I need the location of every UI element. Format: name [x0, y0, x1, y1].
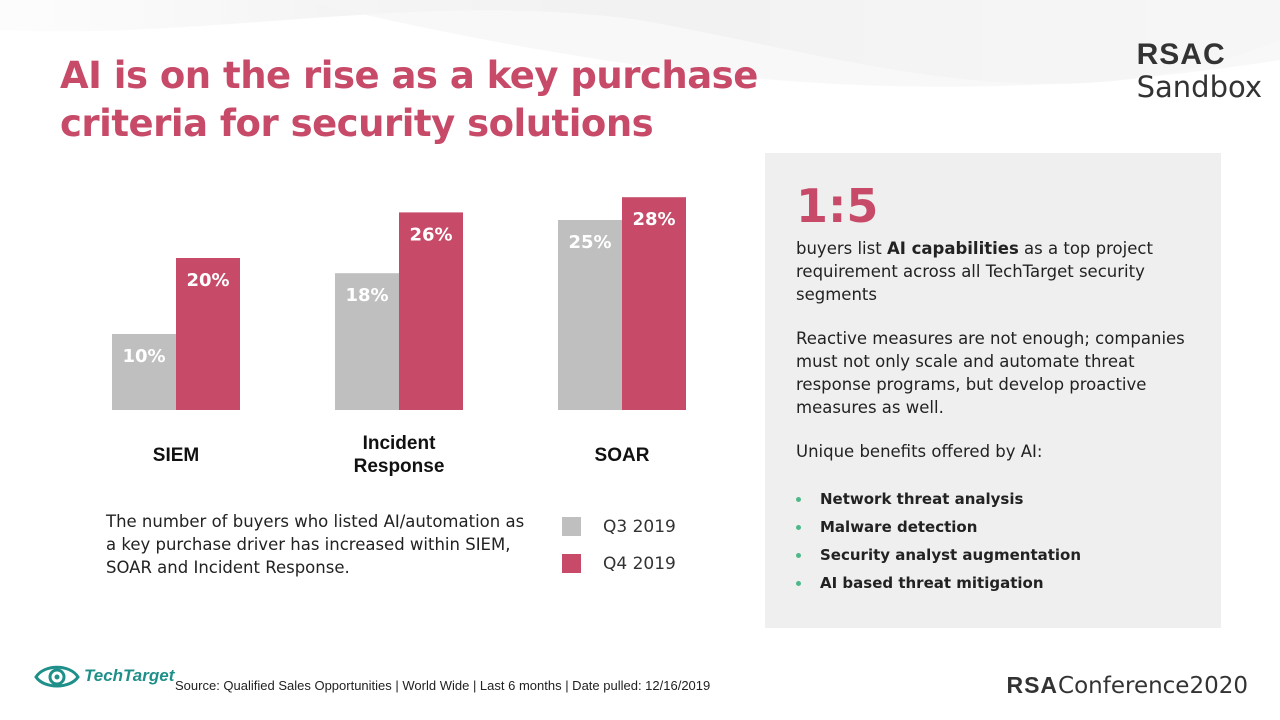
panel-p1-pre: buyers list — [796, 239, 887, 258]
data-label-siem-q4-2019: 20% — [186, 270, 229, 291]
rsac-sandbox-logo: RSAC Sandbox — [1136, 38, 1262, 105]
bullet-icon — [796, 497, 801, 502]
chart-note: The number of buyers who listed AI/autom… — [106, 512, 525, 577]
ratio-stat: 1:5 — [796, 179, 879, 233]
category-label-incident-response: Incident — [363, 433, 437, 454]
sandbox-logo-text: Sandbox — [1136, 70, 1262, 104]
panel-p1-post: as a top project requirement across all … — [796, 239, 1153, 304]
bullet-icon — [796, 553, 801, 558]
legend-label-q3-2019: Q3 2019 — [603, 516, 676, 537]
benefit-item: Malware detection — [796, 513, 1191, 541]
panel-paragraph-2: Reactive measures are not enough; compan… — [796, 329, 1185, 417]
legend-item-q4-2019: Q4 2019 — [562, 545, 676, 582]
category-label-soar: SOAR — [595, 445, 650, 466]
bar-incident-response-q3-2019 — [335, 273, 399, 410]
data-label-soar-q4-2019: 28% — [632, 209, 675, 230]
data-label-incident-response-q3-2019: 18% — [345, 285, 388, 306]
rsa-conference-logo: RSAConference2020 — [1006, 672, 1248, 699]
bar-siem-q4-2019 — [176, 258, 240, 410]
chart-legend: Q3 2019 Q4 2019 — [562, 508, 676, 582]
legend-label-q4-2019: Q4 2019 — [603, 553, 676, 574]
benefit-item: Security analyst augmentation — [796, 541, 1191, 569]
techtarget-logo-text: TechTarget — [84, 666, 175, 685]
bullet-icon — [796, 525, 801, 530]
category-label-siem: SIEM — [153, 445, 199, 466]
benefit-label: Malware detection — [820, 518, 978, 536]
source-note: Source: Qualified Sales Opportunities | … — [175, 678, 711, 693]
category-label-incident-response: Response — [354, 456, 445, 477]
legend-swatch-q3-2019 — [562, 517, 581, 536]
conf-rest-text: Conference2020 — [1058, 673, 1248, 699]
bar-soar-q4-2019 — [622, 197, 686, 410]
panel-p1-bold: AI capabilities — [886, 239, 1019, 258]
bar-siem-q3-2019 — [112, 334, 176, 410]
benefit-label: Security analyst augmentation — [820, 546, 1082, 564]
insight-panel: 1:5 buyers list AI capabilities as a top… — [765, 153, 1221, 628]
benefit-label: Network threat analysis — [820, 490, 1024, 508]
panel-paragraph-3: Unique benefits offered by AI: — [796, 442, 1043, 461]
data-label-soar-q3-2019: 25% — [568, 232, 611, 253]
page-title-line-2: criteria for security solutions — [60, 102, 654, 145]
bullet-icon — [796, 581, 801, 586]
benefit-item: AI based threat mitigation — [796, 569, 1191, 597]
rsac-logo-text: RSAC — [1136, 38, 1226, 71]
data-label-incident-response-q4-2019: 26% — [409, 224, 452, 245]
page-title: AI is on the rise as a key purchase crit… — [60, 52, 760, 148]
techtarget-logo: TechTarget — [34, 660, 174, 692]
data-label-siem-q3-2019: 10% — [122, 346, 165, 367]
bar-soar-q3-2019 — [558, 220, 622, 410]
page-title-line-1: AI is on the rise as a key purchase — [60, 54, 758, 97]
panel-paragraph-1: buyers list AI capabilities as a top pro… — [796, 237, 1191, 306]
bar-incident-response-q4-2019 — [399, 212, 463, 410]
techtarget-eye-icon — [34, 665, 80, 688]
benefit-item: Network threat analysis — [796, 485, 1191, 513]
conf-rsa-text: RSA — [1006, 672, 1059, 698]
legend-swatch-q4-2019 — [562, 554, 581, 573]
benefits-list: Network threat analysis Malware detectio… — [796, 485, 1191, 597]
benefit-label: AI based threat mitigation — [820, 574, 1044, 592]
legend-item-q3-2019: Q3 2019 — [562, 508, 676, 545]
